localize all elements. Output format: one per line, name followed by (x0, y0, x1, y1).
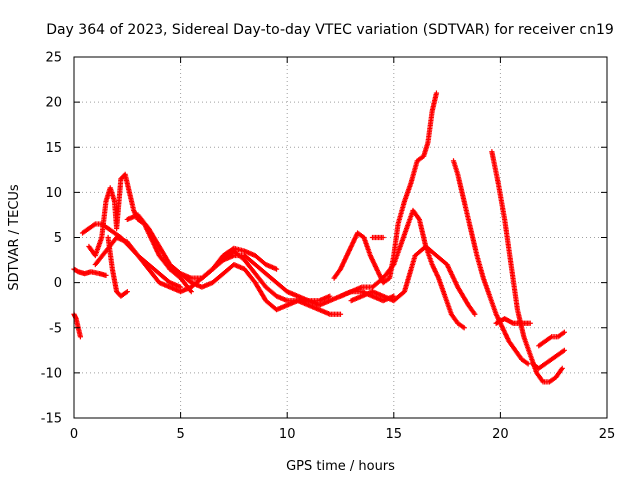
data-point-markers (450, 158, 531, 367)
axis-ticks: 0 5 10 15 20 25 -15 -10 -5 0 5 10 15 20 25 (41, 51, 616, 443)
series-track-9 (199, 248, 397, 308)
series-track-16 (493, 316, 533, 326)
x-axis-label: GPS time / hours (286, 459, 395, 474)
series-track-1 (71, 311, 83, 340)
y-axis-label: SDTVAR / TECUs (7, 184, 22, 291)
x-tick-label: 15 (386, 427, 403, 442)
y-tick-label: 25 (45, 51, 62, 66)
data-point-markers (493, 316, 533, 326)
series-track-17 (536, 329, 567, 349)
x-tick-label: 25 (599, 427, 616, 442)
x-tick-label: 0 (70, 427, 78, 442)
y-tick-label: 15 (45, 141, 62, 156)
series-track-13 (369, 234, 386, 241)
y-tick-label: 5 (54, 231, 62, 246)
series-track-11 (337, 207, 467, 331)
data-point-markers (71, 266, 109, 279)
y-tick-label: -15 (41, 412, 62, 427)
series-track-2 (71, 266, 109, 279)
y-tick-label: 0 (54, 276, 62, 291)
data-point-markers (199, 248, 397, 308)
data-point-markers (337, 207, 467, 331)
series-track-8 (167, 261, 344, 317)
data-points (71, 90, 567, 385)
data-point-markers (348, 243, 478, 317)
y-tick-label: 10 (45, 186, 62, 201)
data-point-markers (536, 329, 567, 349)
series-track-18 (529, 347, 567, 371)
data-point-markers (71, 311, 83, 340)
x-tick-label: 20 (492, 427, 509, 442)
y-tick-label: -10 (41, 366, 62, 381)
data-point-markers (369, 234, 386, 241)
series-track-15 (489, 149, 565, 385)
series-track-14 (450, 158, 531, 367)
data-point-markers (489, 149, 565, 385)
data-point-markers (529, 347, 567, 371)
data-point-markers (331, 90, 440, 286)
data-point-markers (167, 261, 344, 317)
series-track-12 (348, 243, 478, 317)
y-tick-label: -5 (49, 321, 62, 336)
series-track-10 (331, 90, 440, 286)
data-point-markers (86, 171, 194, 295)
chart-title: Day 364 of 2023, Sidereal Day-to-day VTE… (46, 22, 614, 38)
y-tick-label: 20 (45, 96, 62, 111)
x-tick-label: 5 (176, 427, 184, 442)
x-tick-label: 10 (279, 427, 296, 442)
series-track-4 (86, 171, 194, 295)
